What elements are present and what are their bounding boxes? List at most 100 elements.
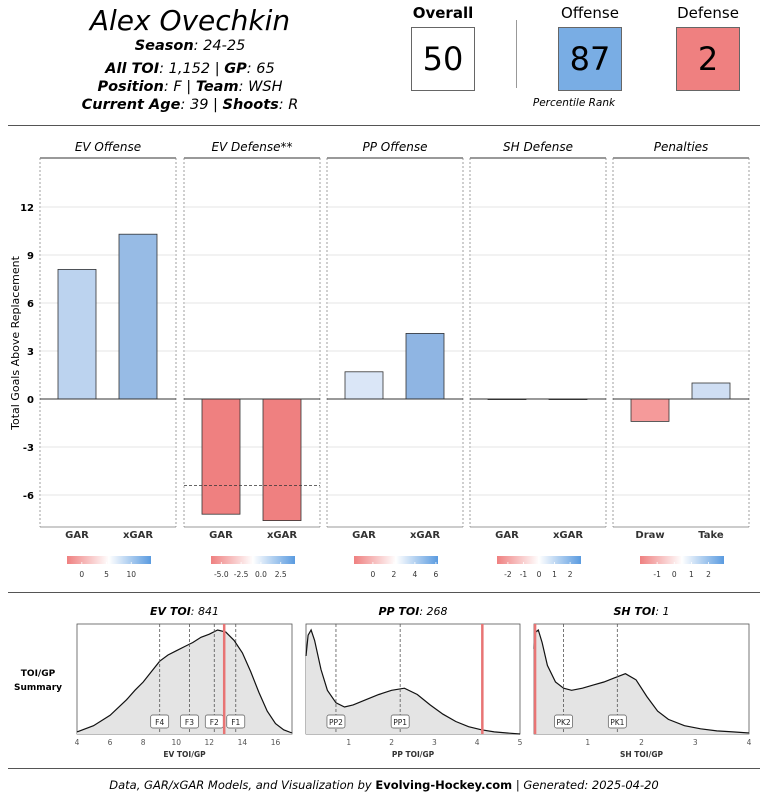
marker-label: F2	[210, 718, 219, 727]
y-tick-label: 12	[20, 203, 34, 214]
percentile-caption: Percentile Rank	[532, 97, 616, 109]
x-tick-label: 10	[171, 738, 181, 747]
position-line: Position: F | Team: WSH	[97, 79, 283, 95]
marker-label: F1	[231, 718, 240, 727]
toi-panel-title: EV TOI: 841	[150, 605, 219, 618]
y-tick-label: 3	[27, 347, 34, 358]
gar-bar-chart: Total Goals Above Replacement129630-3-6E…	[9, 140, 750, 579]
x-axis-title: SH TOI/GP	[620, 750, 663, 759]
bar	[201, 398, 241, 515]
x-category-label: xGAR	[267, 530, 297, 541]
y-axis-title: Total Goals Above Replacement	[9, 255, 22, 430]
legend-tick-label: -2	[504, 570, 512, 579]
legend-tick-label: 2.5	[275, 570, 287, 579]
legend-tick-label: 0	[672, 570, 677, 579]
player-name: Alex Ovechkin	[89, 4, 291, 37]
footer-credit: Data, GAR/xGAR Models, and Visualization…	[0, 778, 768, 792]
legend-tick-label: 0.0	[255, 570, 267, 579]
panel-title: EV Defense**	[211, 140, 292, 154]
x-tick-label: 1	[346, 738, 351, 747]
toi-title-value: 268	[427, 605, 448, 618]
x-category-label: GAR	[495, 530, 519, 541]
legend-tick-label: -1	[653, 570, 661, 579]
legend-tick-label: 1	[689, 570, 694, 579]
x-tick-label: 4	[75, 738, 80, 747]
legend-color-bar	[354, 556, 438, 564]
legend-color-bar	[211, 556, 295, 564]
x-tick-label: 8	[141, 738, 146, 747]
marker-label: PK1	[610, 718, 624, 727]
legend-tick-label: 0	[537, 570, 542, 579]
ratings-divider	[516, 20, 517, 88]
x-category-label: GAR	[352, 530, 376, 541]
toi-title-label: PP TOI	[378, 605, 419, 618]
toi-title-label: EV TOI	[150, 605, 191, 618]
overall-rating-box: 50	[411, 27, 475, 91]
legend-color-bar	[640, 556, 724, 564]
legend-tick-label: 4	[413, 570, 418, 579]
x-tick-label: 2	[389, 738, 394, 747]
y-tick-label: 9	[27, 251, 34, 262]
marker-label-box	[607, 714, 627, 729]
legend-tick-label: 1	[552, 570, 557, 579]
toi-row-label: TOI/GP	[21, 669, 56, 679]
toi-title-value: 841	[198, 605, 219, 618]
legend-tick-label: 2	[568, 570, 573, 579]
x-tick-label: 4	[475, 738, 480, 747]
offense-rating-box: 87	[558, 27, 622, 91]
legend-tick-label: -1	[520, 570, 528, 579]
marker-label-box	[150, 714, 170, 729]
team-value: WSH	[248, 79, 283, 95]
density-area	[534, 630, 749, 734]
x-category-label: Take	[698, 530, 724, 541]
x-tick-label: 3	[693, 738, 698, 747]
bar	[405, 332, 445, 400]
density-area	[306, 630, 520, 734]
legend-tick-label: -5.0	[214, 570, 229, 579]
footer-brand: Evolving-Hockey.com	[375, 778, 513, 792]
marker-label-box	[226, 714, 246, 729]
age-value: 39	[189, 97, 209, 113]
x-tick-label: 3	[432, 738, 437, 747]
marker-label: PP1	[393, 718, 407, 727]
density-curve	[305, 628, 521, 735]
marker-label: F3	[185, 718, 194, 727]
toi-title-sep: :	[419, 605, 426, 618]
x-category-label: xGAR	[123, 530, 153, 541]
y-tick-label: -6	[23, 491, 34, 502]
footer-prefix: Data, GAR/xGAR Models, and Visualization…	[109, 778, 376, 792]
toi-panel-title: PP TOI: 268	[378, 605, 447, 618]
bar	[344, 371, 384, 400]
toi-title-label: SH TOI	[613, 605, 655, 618]
x-tick-label: 14	[238, 738, 248, 747]
toi-row-label: Summary	[14, 683, 62, 693]
panel-title: Penalties	[654, 140, 709, 154]
panel-title: SH Defense	[503, 140, 573, 154]
x-tick-label: 6	[108, 738, 113, 747]
legend-tick-label: 0	[371, 570, 376, 579]
panel-title: EV Offense	[75, 140, 141, 154]
shoots-value: R	[288, 97, 299, 113]
middle-separator	[8, 592, 760, 593]
y-tick-label: 0	[27, 395, 34, 406]
x-tick-label: 4	[747, 738, 752, 747]
toi-value: 1,152	[168, 61, 211, 77]
panel-title: PP Offense	[362, 140, 427, 154]
x-tick-label: 2	[639, 738, 644, 747]
x-category-label: xGAR	[553, 530, 583, 541]
x-tick-label: 12	[205, 738, 215, 747]
legend-tick-label: 5	[104, 570, 109, 579]
footer-suffix: | Generated: 2025-04-20	[512, 778, 659, 792]
season-line: Season: 24-25	[134, 38, 246, 54]
toi-panel-title: SH TOI: 1	[613, 605, 669, 618]
bar	[630, 398, 670, 422]
season-value: 24-25	[203, 38, 246, 54]
x-axis-title: EV TOI/GP	[163, 750, 206, 759]
x-tick-label: 5	[518, 738, 523, 747]
gp-value: 65	[256, 61, 275, 77]
overall-label: Overall	[412, 4, 474, 22]
bar	[118, 233, 158, 400]
bar	[262, 398, 302, 521]
toi-title-value: 1	[663, 605, 670, 618]
